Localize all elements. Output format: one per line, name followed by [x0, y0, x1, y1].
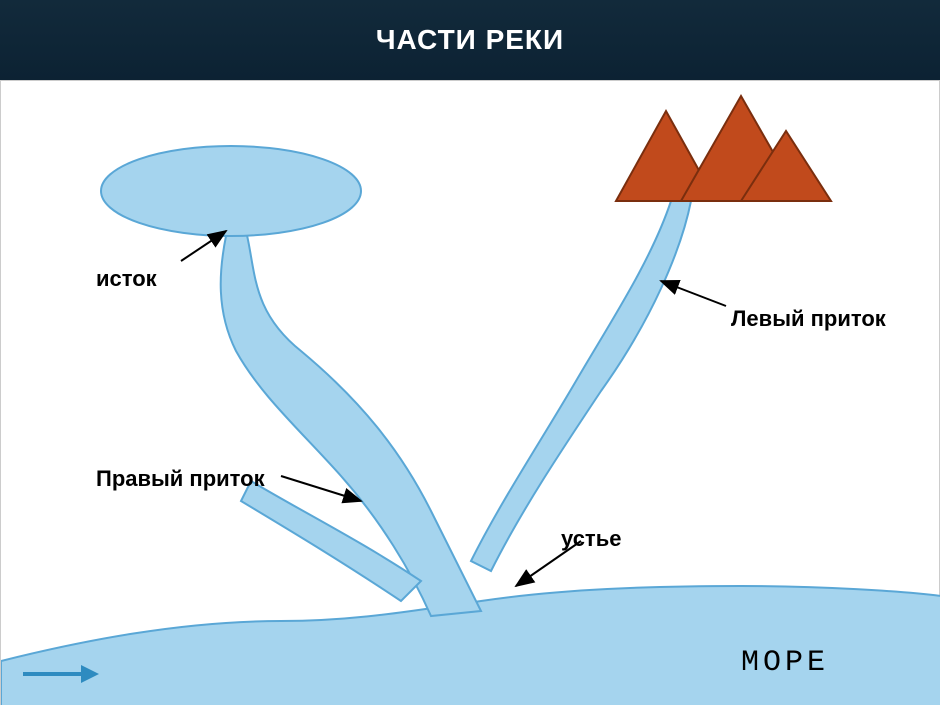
label-ustye: устье: [561, 526, 621, 552]
slide-header: ЧАСТИ РЕКИ: [0, 0, 940, 80]
label-right-tributary: Правый приток: [96, 466, 265, 492]
label-istok: исток: [96, 266, 157, 292]
nav-arrow-icon: [21, 659, 101, 689]
left-tributary: [471, 201, 691, 571]
nav-next-arrow[interactable]: [21, 659, 101, 694]
left-tributary-arrow: [661, 281, 726, 306]
lake-source: [101, 146, 361, 236]
mountains-group: [616, 96, 831, 201]
diagram-svg: [1, 81, 940, 705]
label-sea: МОРЕ: [741, 646, 829, 680]
slide-title: ЧАСТИ РЕКИ: [376, 24, 564, 56]
river-diagram: исток Левый приток Правый приток устье М…: [0, 80, 940, 705]
label-left-tributary: Левый приток: [731, 306, 886, 332]
